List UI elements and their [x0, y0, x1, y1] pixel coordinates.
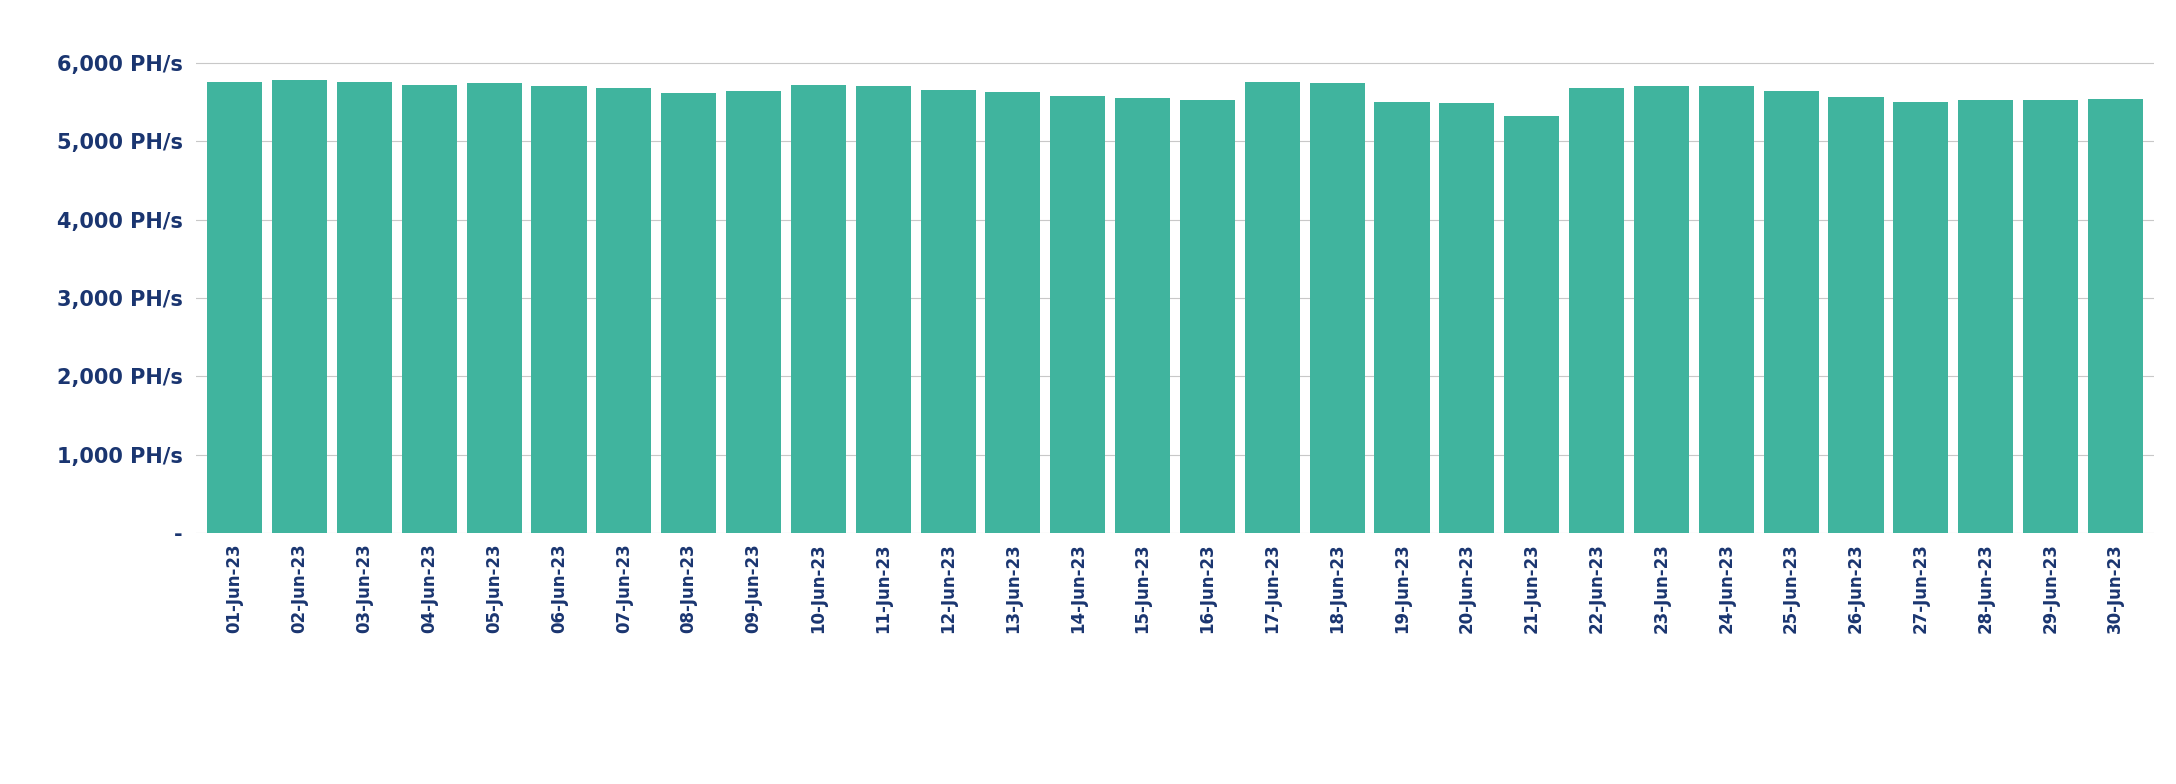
Bar [662, 93, 716, 533]
Bar [920, 90, 975, 533]
Bar [531, 86, 588, 533]
Bar [1763, 91, 1819, 533]
Bar [2024, 100, 2078, 533]
Bar [1245, 82, 1299, 533]
Bar [855, 86, 912, 533]
Bar [596, 88, 651, 533]
Bar [272, 80, 326, 533]
Bar [1958, 100, 2013, 533]
Bar [1375, 102, 1430, 533]
Bar [1828, 97, 1884, 533]
Bar [1310, 83, 1364, 533]
Bar [207, 82, 263, 533]
Bar [1569, 88, 1623, 533]
Bar [1051, 96, 1105, 533]
Bar [1634, 86, 1689, 533]
Bar [1438, 103, 1495, 533]
Bar [986, 92, 1040, 533]
Bar [1114, 98, 1171, 533]
Bar [1893, 102, 1948, 533]
Bar [1699, 86, 1754, 533]
Bar [403, 85, 457, 533]
Bar [727, 91, 781, 533]
Bar [790, 85, 846, 533]
Bar [1179, 100, 1236, 533]
Bar [337, 82, 392, 533]
Bar [1504, 116, 1560, 533]
Bar [2087, 99, 2143, 533]
Bar [466, 83, 522, 533]
